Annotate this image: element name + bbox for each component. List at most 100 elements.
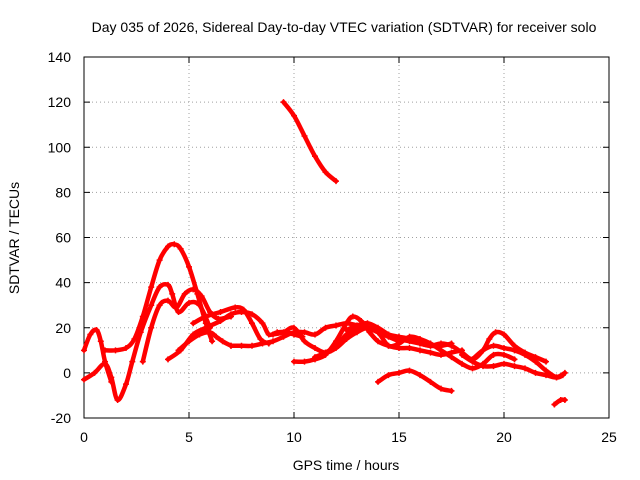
data-point — [349, 313, 356, 320]
data-point — [301, 338, 308, 345]
data-point — [202, 313, 209, 320]
data-point — [139, 358, 146, 365]
data-point — [406, 338, 413, 345]
data-point — [312, 345, 318, 352]
data-point — [139, 313, 146, 320]
data-point — [301, 329, 308, 336]
data-point — [522, 365, 528, 372]
data-point — [257, 336, 264, 343]
data-point — [486, 336, 493, 343]
data-point — [213, 333, 220, 340]
data-point — [238, 342, 245, 349]
y-axis-label: SDTVAR / TECUs — [6, 182, 22, 294]
y-tick-label: 60 — [55, 230, 71, 246]
data-point — [171, 241, 178, 248]
data-point — [217, 317, 224, 324]
data-point — [501, 351, 507, 358]
data-point — [490, 351, 497, 358]
series-layer — [81, 99, 568, 408]
data-point — [553, 374, 560, 381]
chart-title: Day 035 of 2026, Sidereal Day-to-day VTE… — [92, 19, 597, 35]
data-point — [532, 369, 539, 376]
data-point — [169, 290, 176, 297]
data-point — [102, 360, 108, 367]
data-point — [543, 367, 549, 374]
data-point — [333, 322, 339, 329]
data-point — [81, 376, 87, 383]
data-point — [406, 345, 413, 352]
data-point — [375, 324, 381, 331]
data-point — [280, 99, 287, 106]
data-point — [198, 293, 205, 300]
y-axis: -20 0 20 40 60 80 100 120 140 — [48, 49, 609, 426]
data-point — [561, 396, 568, 403]
y-tick-label: 80 — [55, 184, 71, 200]
x-tick-label: 5 — [185, 429, 193, 445]
data-point — [102, 347, 108, 354]
data-point — [156, 284, 163, 291]
data-point — [291, 358, 297, 365]
data-point — [448, 354, 455, 361]
data-point — [501, 331, 507, 338]
data-point — [364, 320, 371, 327]
data-point — [469, 356, 476, 363]
series-line-arc-2 — [81, 281, 213, 403]
data-point — [301, 358, 308, 365]
data-point — [354, 322, 360, 329]
data-point — [207, 329, 213, 336]
data-point — [396, 336, 402, 343]
data-point — [480, 347, 486, 354]
data-point — [249, 320, 255, 327]
x-tick-label: 25 — [601, 429, 617, 445]
data-point — [131, 336, 138, 343]
data-point — [148, 302, 155, 309]
data-point — [165, 243, 171, 250]
data-point — [501, 360, 507, 367]
data-point — [417, 340, 423, 347]
x-tick-label: 20 — [496, 429, 512, 445]
data-point — [322, 324, 329, 331]
data-point — [129, 358, 136, 365]
data-point — [333, 342, 339, 349]
data-point — [559, 372, 566, 379]
y-tick-label: 0 — [63, 365, 71, 381]
data-point — [417, 347, 423, 354]
data-point — [175, 308, 182, 315]
series-line-arc-16 — [470, 343, 566, 380]
data-point — [173, 304, 180, 311]
data-point — [469, 365, 476, 372]
data-point — [202, 324, 209, 331]
data-point — [396, 369, 402, 376]
data-point — [448, 387, 455, 394]
data-point — [522, 351, 528, 358]
data-point — [259, 340, 266, 347]
data-point — [448, 342, 455, 349]
x-axis-label: GPS time / hours — [293, 457, 400, 473]
data-point — [438, 347, 444, 354]
x-axis: 0 5 10 15 20 25 — [80, 57, 617, 445]
data-point — [333, 178, 339, 185]
data-point — [427, 378, 434, 385]
data-point — [148, 284, 155, 291]
series-line-arc-9 — [281, 99, 339, 184]
data-point — [385, 331, 392, 338]
data-point — [93, 327, 100, 334]
data-point — [322, 169, 329, 176]
data-point — [249, 311, 255, 318]
data-point — [259, 320, 266, 327]
data-point — [228, 342, 234, 349]
data-point — [81, 347, 87, 354]
data-point — [249, 342, 255, 349]
data-point — [114, 396, 121, 403]
y-tick-label: 140 — [48, 49, 72, 65]
data-point — [511, 363, 518, 370]
data-point — [291, 324, 297, 331]
data-point — [312, 153, 318, 160]
data-point — [543, 358, 549, 365]
data-point — [108, 374, 115, 381]
data-point — [181, 290, 188, 297]
y-tick-label: -20 — [51, 410, 71, 426]
data-point — [291, 112, 297, 119]
